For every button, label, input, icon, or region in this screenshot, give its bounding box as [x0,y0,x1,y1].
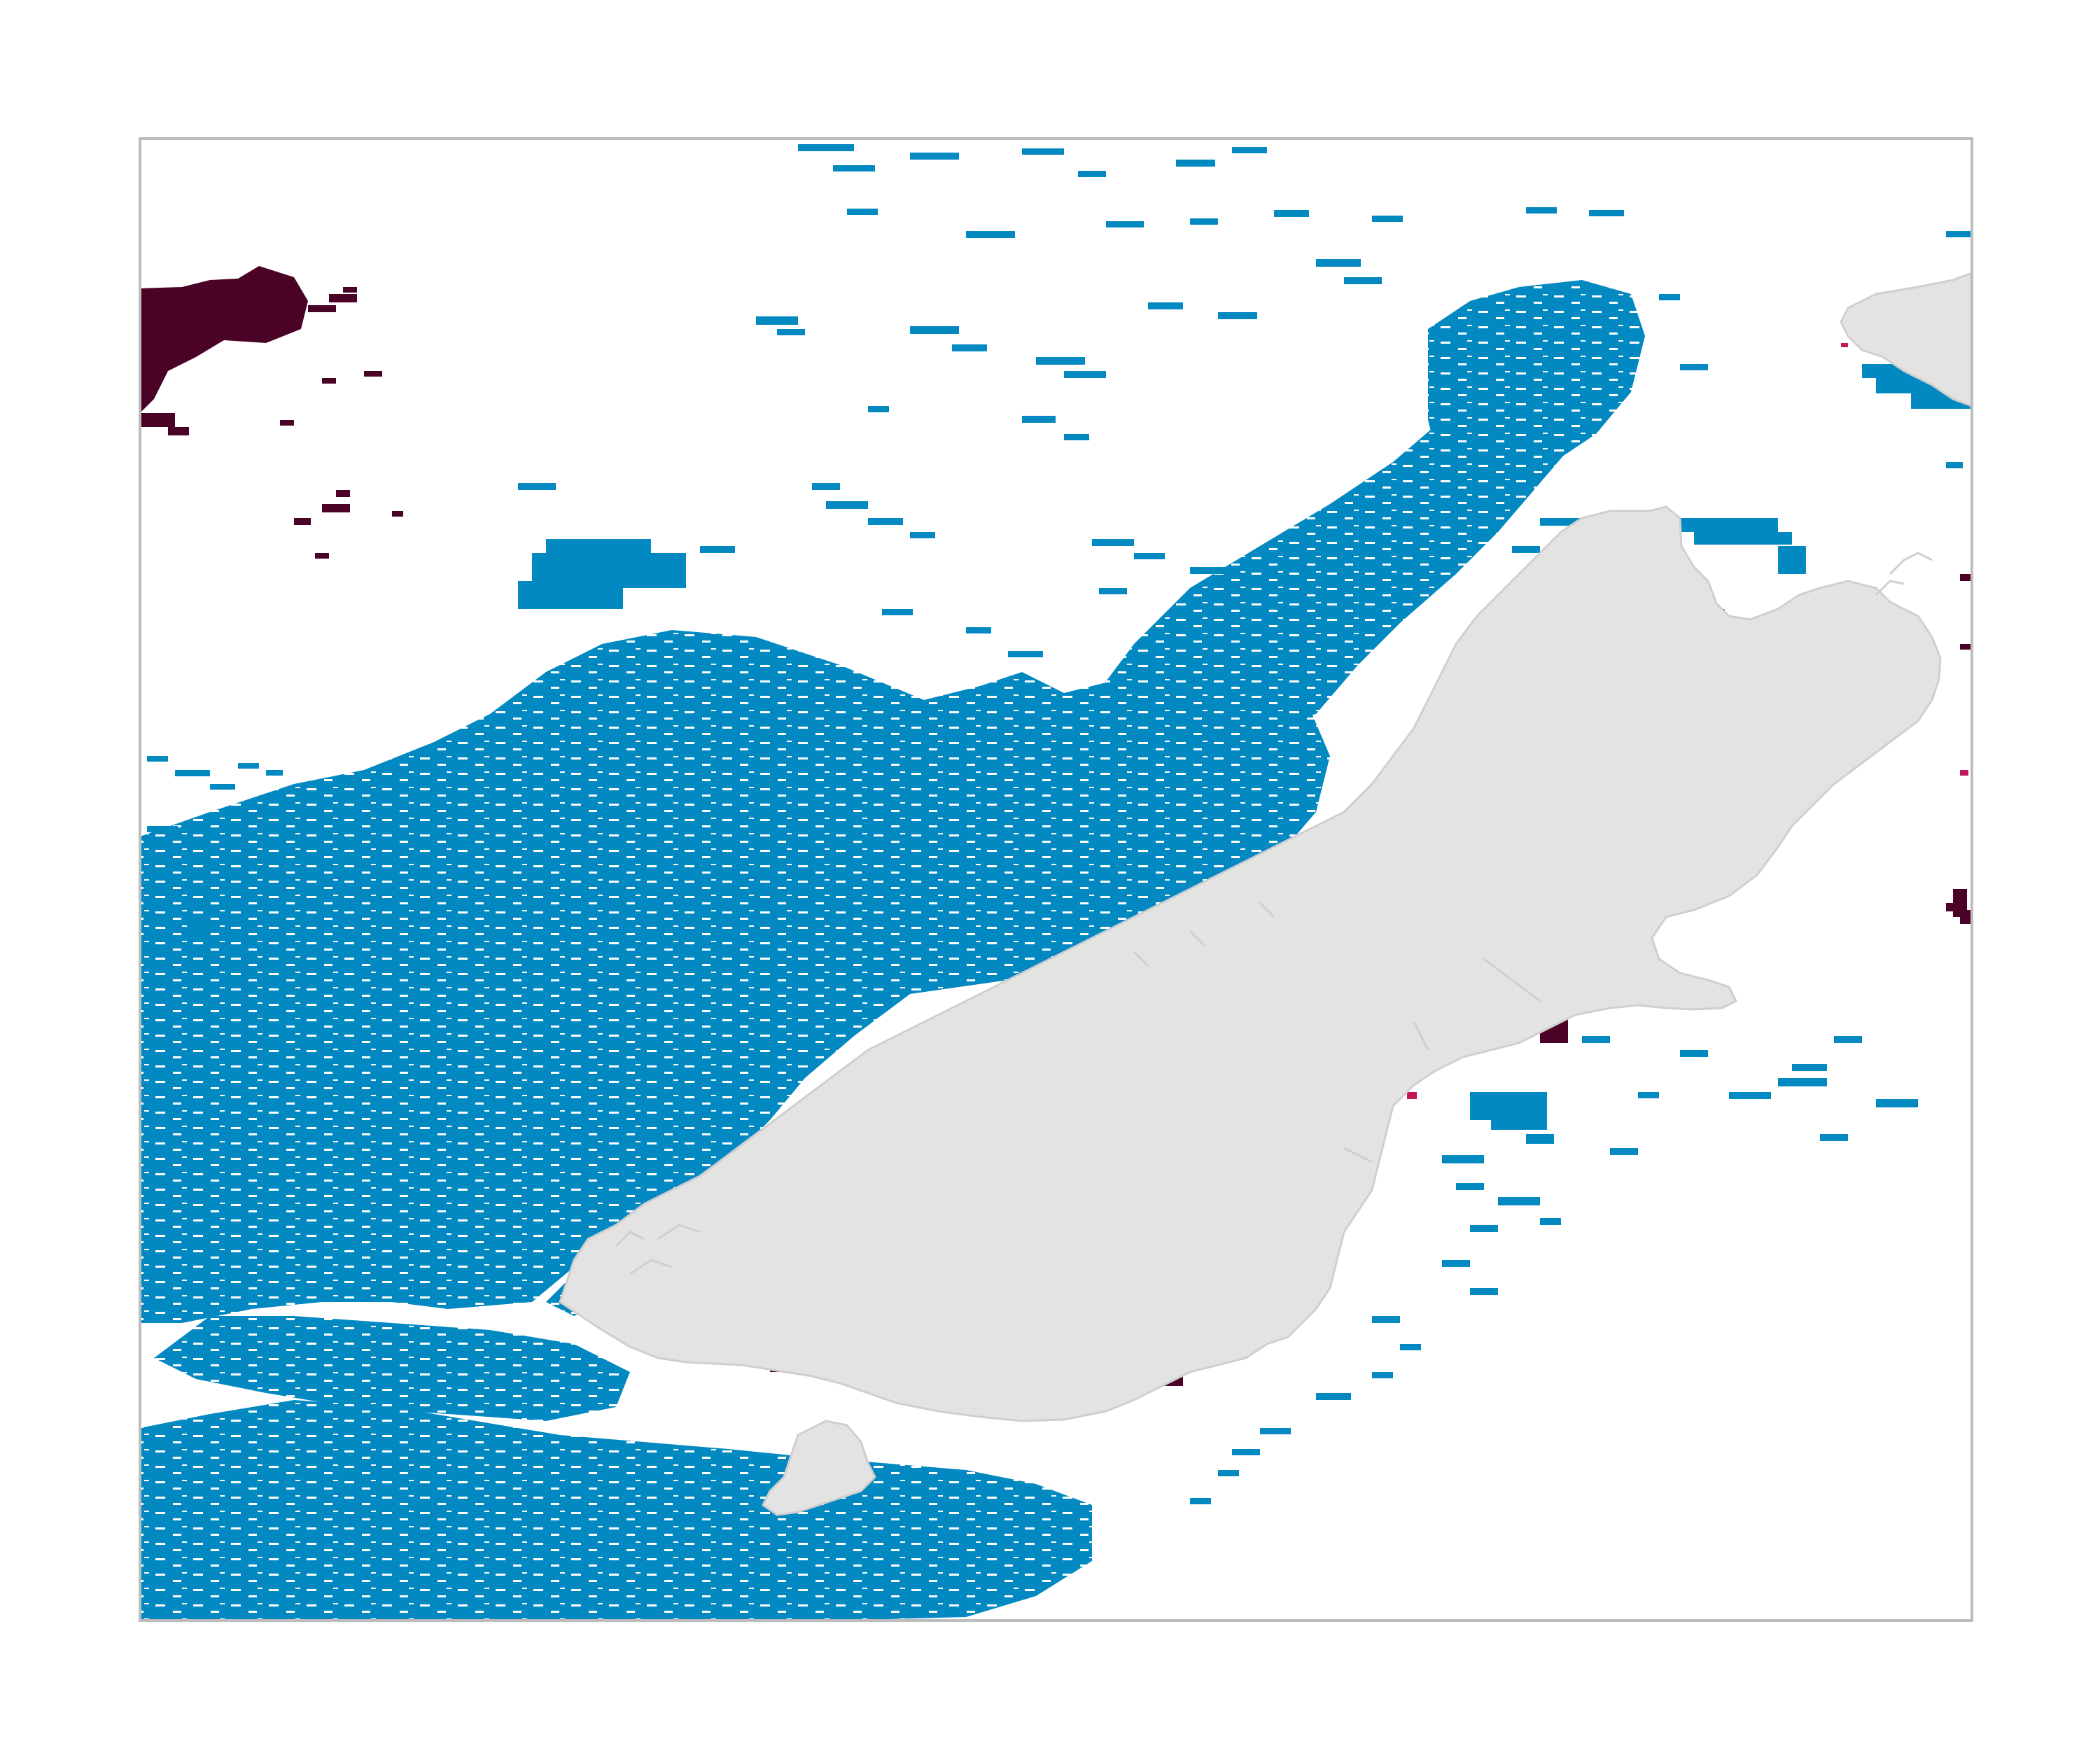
blue-speckles-east [1190,1036,1918,1504]
blue-region-south [154,1316,630,1421]
blue-region-west [140,630,1330,1323]
blue-speckles-west [140,483,735,951]
south-island-landmass [559,505,1942,1422]
map-content [140,144,1972,1620]
north-island-landmass [1840,272,1972,407]
dark-cluster-northwest [140,266,403,559]
coastline-details [615,552,1933,1275]
blue-region-north [1428,280,1645,504]
blue-region-southwest [140,1400,1092,1620]
stewart-island-landmass [762,1420,876,1516]
map-frame [139,137,1973,1622]
